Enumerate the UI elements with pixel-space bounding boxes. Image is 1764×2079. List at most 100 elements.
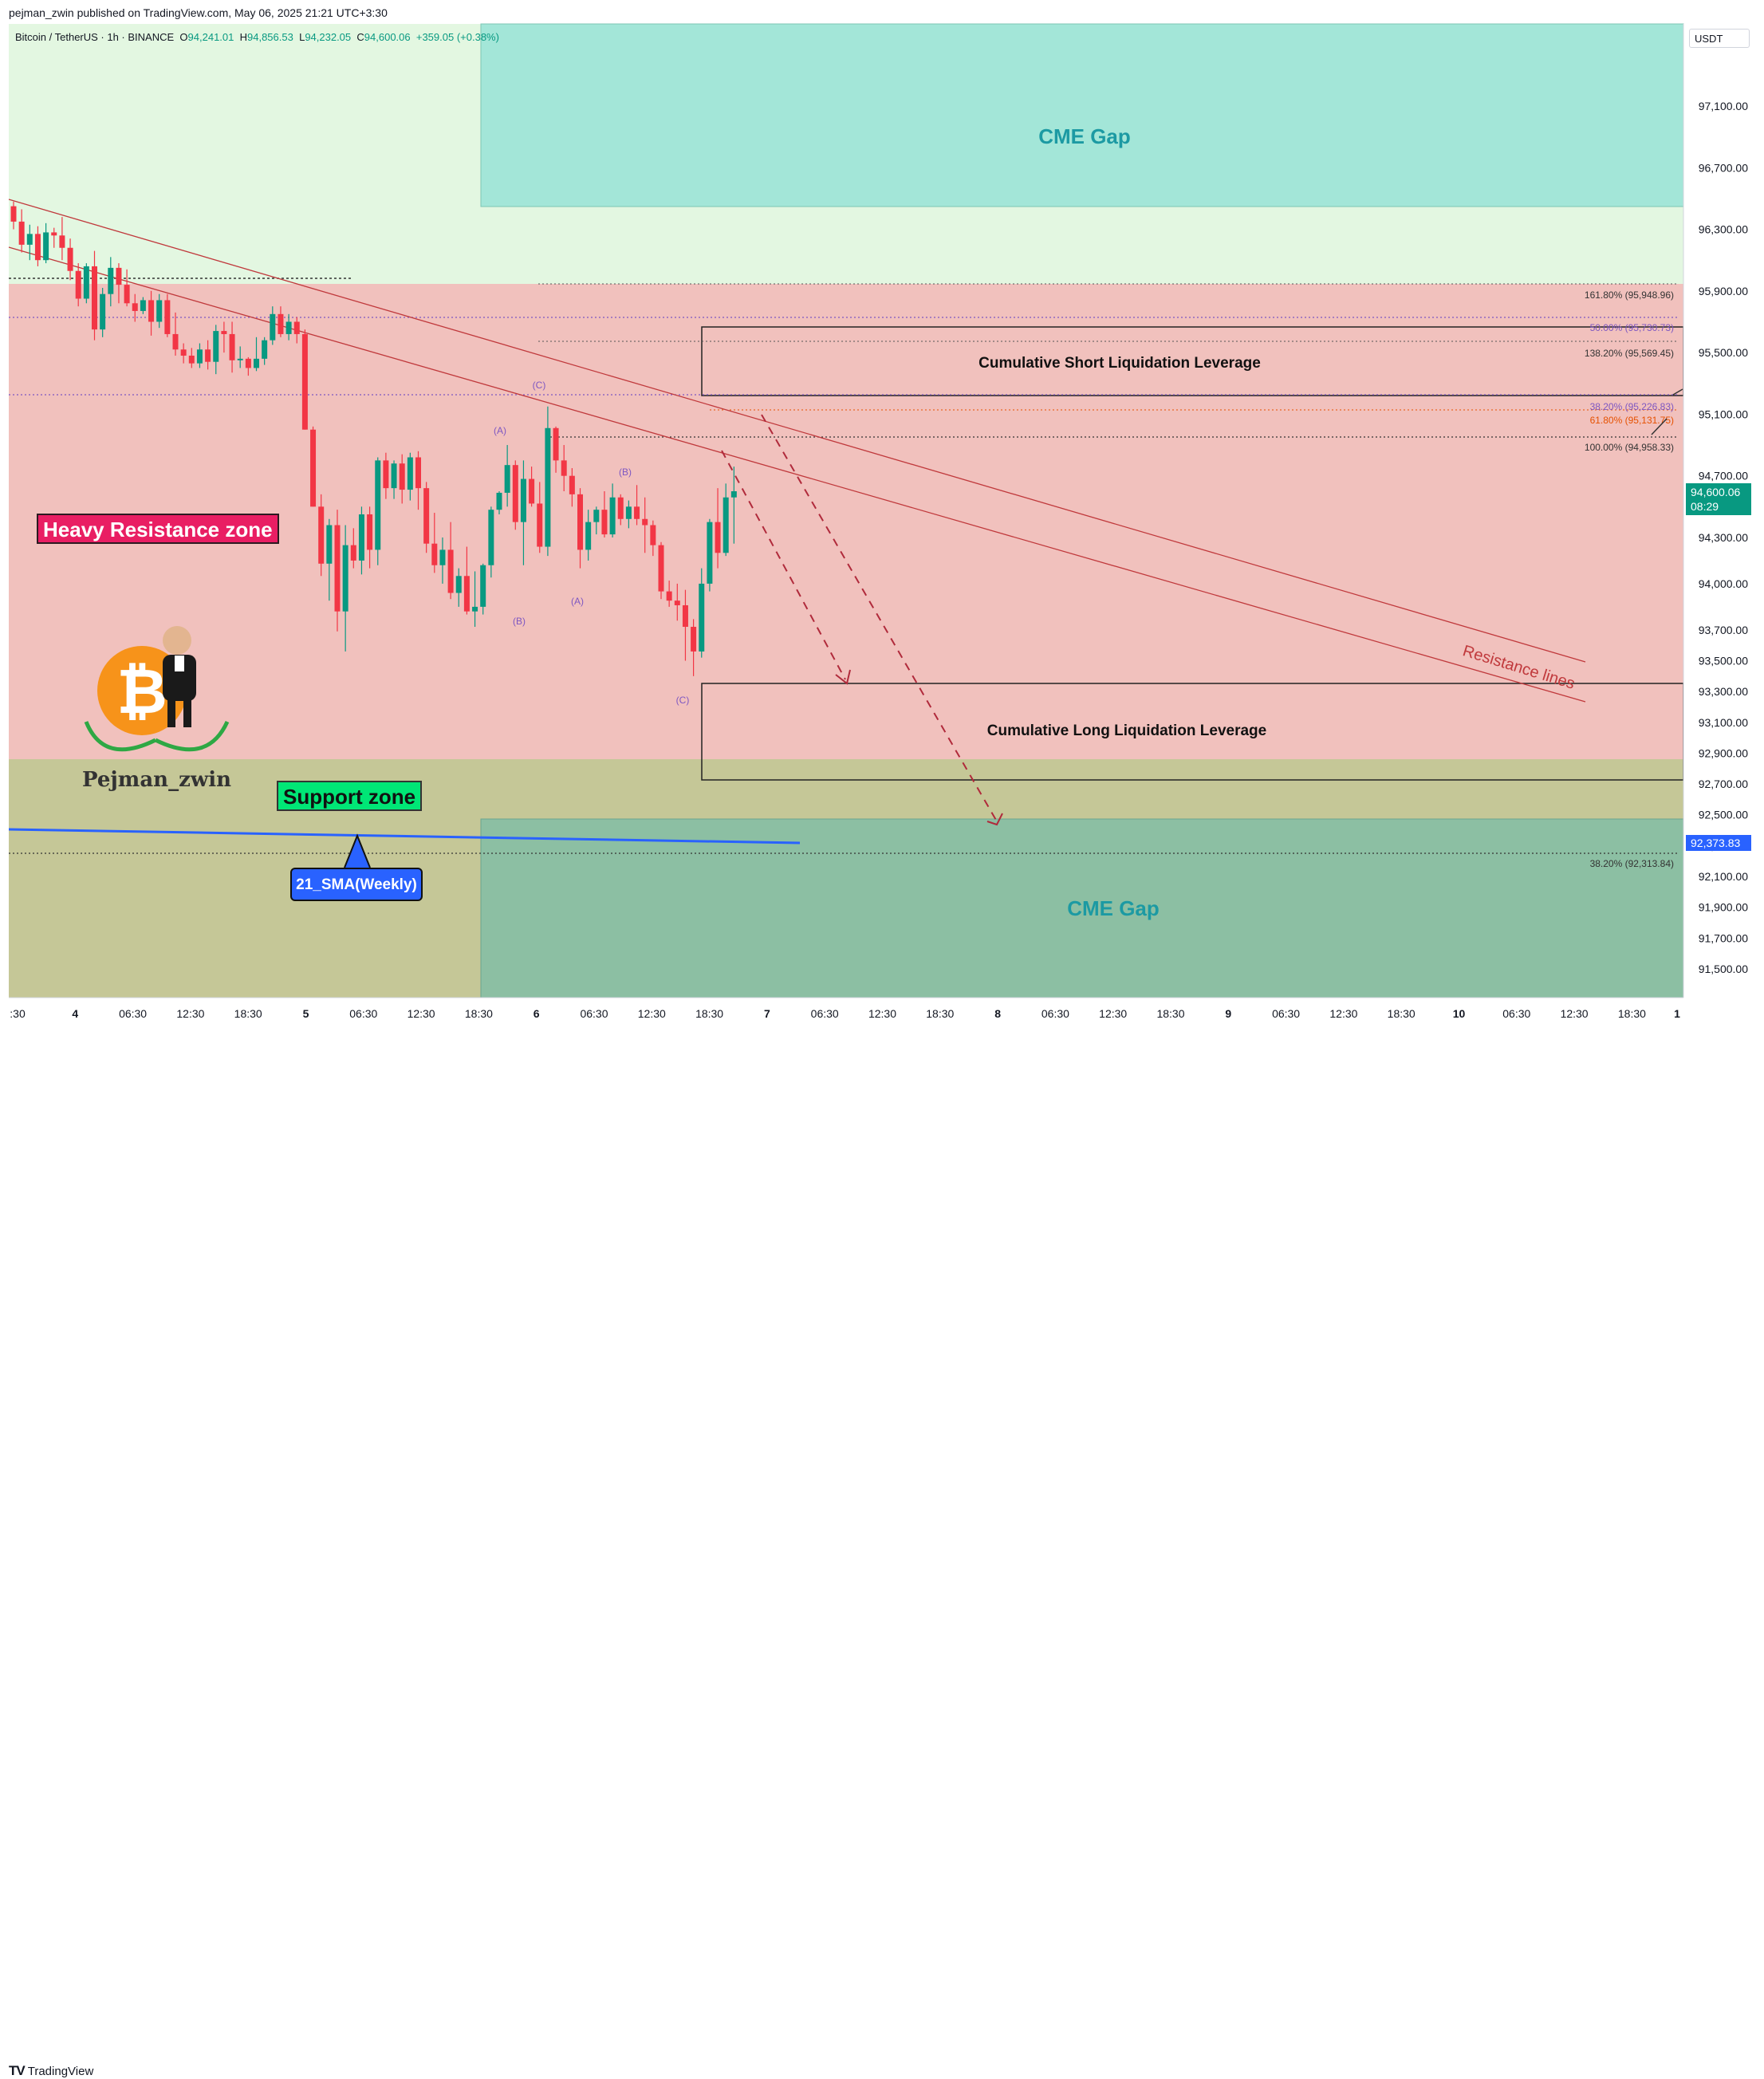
wave-label: (A)	[494, 425, 506, 436]
cme-gap-bottom-label: CME Gap	[1067, 896, 1160, 920]
candle-body	[439, 549, 446, 565]
time-tick: 06:30	[1041, 1007, 1069, 1020]
candle-body	[301, 333, 308, 430]
time-tick: 12:30	[176, 1007, 204, 1020]
bottom-bar: TV TradingView	[0, 1026, 1764, 2078]
price-tick: 92,500.00	[1699, 809, 1748, 821]
price-tick: 96,700.00	[1699, 161, 1748, 174]
ohlc-l-label: L	[299, 31, 305, 43]
price-tick: 93,700.00	[1699, 624, 1748, 636]
top-bar: pejman_zwin published on TradingView.com…	[0, 0, 1764, 24]
candle-body	[529, 478, 535, 504]
candle-body	[367, 514, 373, 550]
candle-body	[140, 300, 146, 311]
candle-body	[43, 232, 49, 261]
candle-body	[51, 232, 57, 236]
fib-label: 138.20% (95,569.45)	[1585, 348, 1674, 359]
tradingview-icon: TV	[9, 2063, 26, 2078]
ohlc-low: 94,232.05	[305, 31, 352, 43]
candle-body	[625, 506, 632, 519]
candle-body	[391, 463, 397, 489]
time-tick: 5	[303, 1007, 309, 1020]
price-tick: 91,700.00	[1699, 931, 1748, 944]
candle-body	[188, 355, 195, 364]
candle-body	[92, 266, 97, 330]
time-tick: 1	[1674, 1007, 1680, 1020]
ohlc-h-label: H	[239, 31, 247, 43]
candle-body	[18, 221, 25, 245]
candle-body	[383, 460, 389, 489]
time-tick: 18:30	[1618, 1007, 1646, 1020]
candle-body	[674, 600, 680, 605]
candle-body	[707, 522, 713, 584]
price-tick: 92,100.00	[1699, 870, 1748, 883]
candle-body	[723, 497, 729, 553]
author-signature: Pejman_zwin	[82, 768, 231, 792]
price-tick: 93,300.00	[1699, 685, 1748, 698]
tradingview-logo[interactable]: TV TradingView	[9, 2063, 93, 2079]
candle-body	[666, 591, 672, 601]
candle-body	[237, 358, 243, 360]
candle-body	[221, 331, 227, 334]
candle-body	[682, 604, 688, 628]
time-tick: 4	[72, 1007, 78, 1020]
candle-body	[83, 266, 89, 299]
ohlc-open: 94,241.01	[187, 31, 234, 43]
candle-body	[577, 494, 583, 550]
candle-body	[148, 300, 155, 322]
heavy-resistance-label: Heavy Resistance zone	[37, 514, 279, 544]
time-tick: 06:30	[580, 1007, 608, 1020]
time-tick: 6	[534, 1007, 540, 1020]
chart-canvas[interactable]: CME Gap CME Gap Cumulative Short Liquida…	[0, 0, 1764, 1059]
brand-name: TradingView	[27, 2065, 94, 2078]
candle-body	[730, 491, 737, 498]
candle-body	[601, 510, 608, 535]
candle-body	[293, 321, 300, 334]
time-tick: 06:30	[811, 1007, 839, 1020]
candle-body	[124, 285, 130, 304]
candle-body	[350, 545, 356, 561]
candle-body	[496, 492, 502, 510]
candle-body	[254, 358, 259, 368]
time-tick: 18:30	[926, 1007, 954, 1020]
cme-gap-bottom-zone	[481, 819, 1683, 998]
candles	[10, 201, 737, 676]
publish-info: pejman_zwin published on TradingView.com…	[9, 6, 388, 19]
time-tick: 12:30	[1329, 1007, 1357, 1020]
price-tick: 93,100.00	[1699, 716, 1748, 729]
price-tick: 95,500.00	[1699, 346, 1748, 359]
time-tick: 12:30	[408, 1007, 435, 1020]
candle-body	[196, 349, 203, 364]
candle-body	[59, 235, 65, 248]
candle-body	[108, 267, 114, 294]
candle-body	[10, 206, 17, 222]
candle-body	[245, 358, 251, 368]
fib-lines	[9, 278, 1679, 854]
wave-label: (B)	[513, 616, 526, 627]
candle-body	[415, 457, 421, 489]
fib-label: 50.00% (95,730.73)	[1590, 322, 1674, 333]
candle-body	[172, 333, 179, 350]
fib-label: 38.20% (92,313.84)	[1590, 858, 1674, 869]
candle-body	[285, 321, 292, 334]
candle-body	[642, 518, 648, 526]
heavy-resistance-zone	[9, 284, 1683, 759]
candle-body	[318, 506, 325, 564]
wave-label: (C)	[676, 695, 690, 706]
symbol-legend: Bitcoin / TetherUS · 1h · BINANCE O94,24…	[15, 31, 499, 43]
currency-badge[interactable]: USDT	[1689, 29, 1750, 48]
time-axis[interactable]	[9, 998, 1763, 1026]
svg-text:₿: ₿	[116, 656, 167, 728]
time-tick: 12:30	[1099, 1007, 1127, 1020]
time-tick: 12:30	[1561, 1007, 1589, 1020]
avatar	[163, 626, 196, 727]
candle-body	[180, 349, 187, 356]
candle-body	[699, 583, 705, 652]
candle-body	[34, 234, 41, 261]
price-tick: 91,900.00	[1699, 901, 1748, 914]
candle-body	[164, 300, 171, 334]
sma-line	[8, 828, 801, 845]
candle-body	[310, 429, 317, 507]
last-price-tag: 94,600.06 08:29	[1686, 483, 1751, 515]
candle-body	[593, 510, 600, 522]
